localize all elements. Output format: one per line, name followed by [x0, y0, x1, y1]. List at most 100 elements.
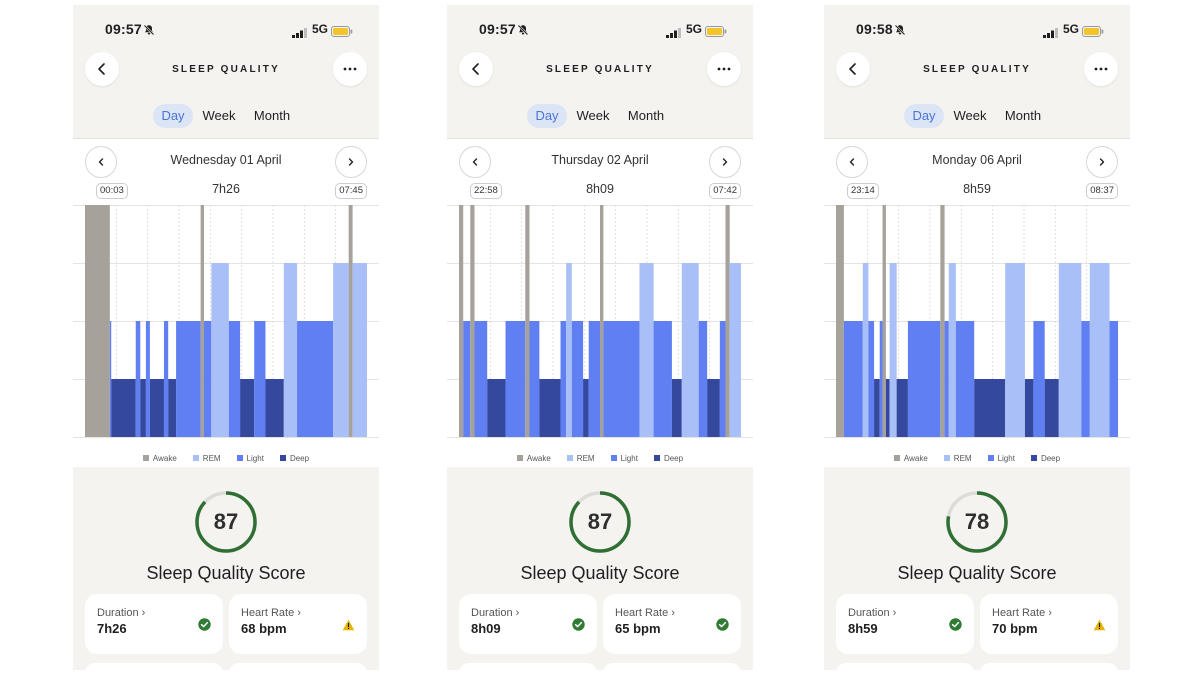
battery-icon — [705, 24, 727, 42]
chevron-right-icon — [1099, 158, 1105, 166]
more-options-button[interactable] — [707, 52, 741, 86]
duration-card[interactable]: Duration › 8h59 — [836, 594, 974, 654]
check-circle-icon — [949, 618, 962, 636]
hypnogram-segment-light — [228, 321, 241, 437]
hypnogram-segment-deep — [111, 379, 136, 437]
hypnogram-segment-awake — [882, 205, 886, 437]
hypnogram-segment-rem — [1005, 263, 1025, 437]
next-card-left[interactable] — [836, 663, 974, 670]
network-type: 5G — [686, 22, 703, 36]
hypnogram-chart — [447, 205, 753, 438]
hypnogram-segment-deep — [671, 379, 682, 437]
previous-day-button[interactable] — [85, 146, 117, 178]
duration-card[interactable]: Duration › 7h26 — [85, 594, 223, 654]
legend-item-light: Light — [610, 452, 638, 464]
heart-rate-label: Heart Rate › — [241, 607, 301, 619]
hypnogram-segment-light — [560, 321, 567, 437]
hypnogram-segment-light — [505, 321, 526, 437]
score-value: 78 — [964, 509, 990, 534]
legend-label: Deep — [663, 453, 684, 463]
duration-label: Duration › — [471, 607, 520, 619]
next-card-right[interactable] — [980, 663, 1118, 670]
heart-rate-card[interactable]: Heart Rate › 68 bpm — [229, 594, 367, 654]
score-ring — [946, 491, 1008, 553]
hypnogram-segment-light — [176, 321, 201, 437]
tab-week[interactable]: Week — [576, 108, 610, 123]
hypnogram-segment-rem — [729, 263, 741, 437]
score-title: Sleep Quality Score — [520, 563, 680, 583]
tab-month[interactable]: Month — [253, 108, 291, 123]
more-options-button[interactable] — [1084, 52, 1118, 86]
hypnogram-segment-light — [474, 321, 488, 437]
legend-label: Deep — [289, 453, 310, 463]
hypnogram-segment-awake — [836, 205, 844, 437]
hypnogram-segment-light — [698, 321, 708, 437]
heart-rate-label: Heart Rate › — [992, 607, 1052, 619]
tab-month[interactable]: Month — [1004, 108, 1042, 123]
next-card-right[interactable] — [229, 663, 367, 670]
date-label: Wednesday 01 April — [170, 153, 282, 167]
previous-day-button[interactable] — [836, 146, 868, 178]
hypnogram-segment-deep — [539, 379, 561, 437]
hypnogram-segment-deep — [240, 379, 255, 437]
hypnogram-segment-light — [719, 321, 726, 437]
tab-week[interactable]: Week — [202, 108, 236, 123]
tab-day[interactable]: Day — [527, 104, 567, 128]
status-bar: 09:58 5G — [824, 21, 1130, 41]
hypnogram-segment-rem — [566, 263, 572, 437]
heart-rate-card[interactable]: Heart Rate › 65 bpm — [603, 594, 741, 654]
back-button[interactable] — [836, 52, 870, 86]
back-button[interactable] — [459, 52, 493, 86]
ellipsis-icon — [343, 67, 357, 71]
next-day-button[interactable] — [709, 146, 741, 178]
legend: Awake REM Light Deep — [824, 452, 1130, 464]
hypnogram-segment-deep — [149, 379, 164, 437]
hypnogram-segment-deep — [1024, 379, 1034, 437]
chevron-left-icon — [849, 63, 856, 75]
signal-icon — [1043, 25, 1059, 43]
legend-item-rem: REM — [192, 452, 221, 464]
period-tabs: Day Week Month — [447, 104, 753, 128]
next-day-button[interactable] — [1086, 146, 1118, 178]
date-label: Monday 06 April — [932, 153, 1022, 167]
hypnogram-segment-awake — [725, 205, 730, 437]
hypnogram-segment-light — [944, 321, 949, 437]
chevron-left-icon — [98, 158, 104, 166]
status-time: 09:58 — [856, 21, 893, 37]
chevron-left-icon — [98, 63, 105, 75]
next-card-left[interactable] — [85, 663, 223, 670]
next-card-right[interactable] — [603, 663, 741, 670]
hypnogram-segment-rem — [889, 263, 897, 437]
legend-swatch — [610, 455, 617, 461]
check-circle-icon — [198, 618, 211, 636]
next-card-left[interactable] — [459, 663, 597, 670]
sleep-start-time: 22:58 — [470, 183, 502, 199]
back-button[interactable] — [85, 52, 119, 86]
previous-day-button[interactable] — [459, 146, 491, 178]
hypnogram-segment-rem — [352, 263, 367, 437]
network-type: 5G — [312, 22, 329, 36]
battery-icon — [331, 24, 353, 42]
more-options-button[interactable] — [333, 52, 367, 86]
hypnogram-segment-awake — [85, 205, 110, 437]
hypnogram-segment-light — [653, 321, 672, 437]
next-day-button[interactable] — [335, 146, 367, 178]
duration-value: 8h59 — [848, 621, 878, 636]
heart-rate-card[interactable]: Heart Rate › 70 bpm — [980, 594, 1118, 654]
tab-week[interactable]: Week — [953, 108, 987, 123]
signal-icon — [292, 25, 308, 43]
hypnogram-segment-deep — [874, 379, 880, 437]
page-title: SLEEP QUALITY — [923, 64, 1031, 75]
status-time: 09:57 — [479, 21, 516, 37]
legend-swatch — [987, 455, 994, 461]
legend-swatch — [236, 455, 243, 461]
score-title: Sleep Quality Score — [146, 563, 306, 583]
hypnogram-chart — [73, 205, 379, 438]
chevron-right-icon — [348, 158, 354, 166]
legend-label: Awake — [903, 453, 928, 463]
duration-card[interactable]: Duration › 8h09 — [459, 594, 597, 654]
tab-month[interactable]: Month — [627, 108, 665, 123]
phone-screen: 09:57 5G SLEEP QUALITY Day Week Month — [447, 5, 753, 670]
tab-day[interactable]: Day — [904, 104, 944, 128]
tab-day[interactable]: Day — [153, 104, 193, 128]
